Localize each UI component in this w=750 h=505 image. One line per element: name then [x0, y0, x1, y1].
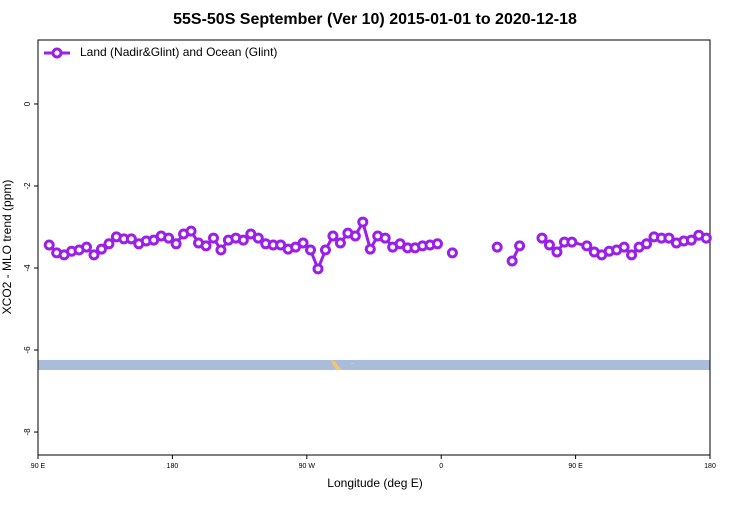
y-tick-label: 0: [23, 101, 32, 106]
data-point: [305, 244, 317, 256]
data-point: [626, 249, 638, 261]
data-point: [514, 240, 526, 252]
coverage-mark: [331, 360, 342, 370]
coverage-band: [38, 360, 710, 370]
data-point: [663, 232, 675, 244]
data-point: [185, 225, 197, 237]
data-point: [207, 232, 219, 244]
data-point: [334, 237, 346, 249]
y-tick-label: -6: [23, 346, 32, 354]
y-tick-label: -4: [23, 264, 32, 272]
plot-frame: [37, 39, 711, 456]
data-point: [125, 233, 137, 245]
data-point: [200, 240, 212, 252]
data-point: [43, 239, 55, 251]
data-point: [170, 238, 182, 250]
data-point: [431, 238, 443, 250]
x-tick-label: 0: [439, 463, 443, 470]
data-point: [237, 234, 249, 246]
data-point: [618, 241, 630, 253]
data-point: [81, 241, 93, 253]
y-axis-label: XCO2 - MLO trend (ppm): [0, 180, 14, 315]
data-point: [491, 241, 503, 253]
data-point: [566, 236, 578, 248]
data-point: [506, 255, 518, 267]
data-point: [446, 247, 458, 259]
data-point: [581, 240, 593, 252]
x-tick-label: 90 E: [568, 463, 583, 470]
y-tick-label: -8: [23, 428, 32, 436]
x-axis-label: Longitude (deg E): [327, 476, 422, 490]
data-point: [364, 243, 376, 255]
data-point: [685, 234, 697, 246]
data-point: [551, 246, 563, 258]
x-tick-label: 90 W: [299, 463, 316, 470]
data-point: [327, 230, 339, 242]
legend-label: Land (Nadir&Glint) and Ocean (Glint): [80, 45, 277, 59]
data-point: [95, 243, 107, 255]
y-tick-label: -2: [23, 182, 32, 190]
data-point: [163, 232, 175, 244]
legend-marker: [51, 47, 63, 59]
x-tick-label: 90 E: [31, 463, 46, 470]
data-point: [319, 244, 331, 256]
data-point: [379, 232, 391, 244]
data-point: [252, 232, 264, 244]
chart-title: 55S-50S September (Ver 10) 2015-01-01 to…: [173, 11, 577, 28]
coverage-mark: [351, 363, 354, 364]
data-point: [536, 232, 548, 244]
data-point: [312, 263, 324, 275]
data-point: [543, 239, 555, 251]
x-tick-label: 180: [167, 463, 179, 470]
data-point: [357, 216, 369, 228]
data-point: [215, 244, 227, 256]
data-point: [88, 249, 100, 261]
data-point: [297, 237, 309, 249]
data-point: [349, 230, 361, 242]
data-point: [700, 232, 712, 244]
data-point: [103, 238, 115, 250]
x-tick-label: 180: [704, 463, 716, 470]
data-point: [641, 238, 653, 250]
